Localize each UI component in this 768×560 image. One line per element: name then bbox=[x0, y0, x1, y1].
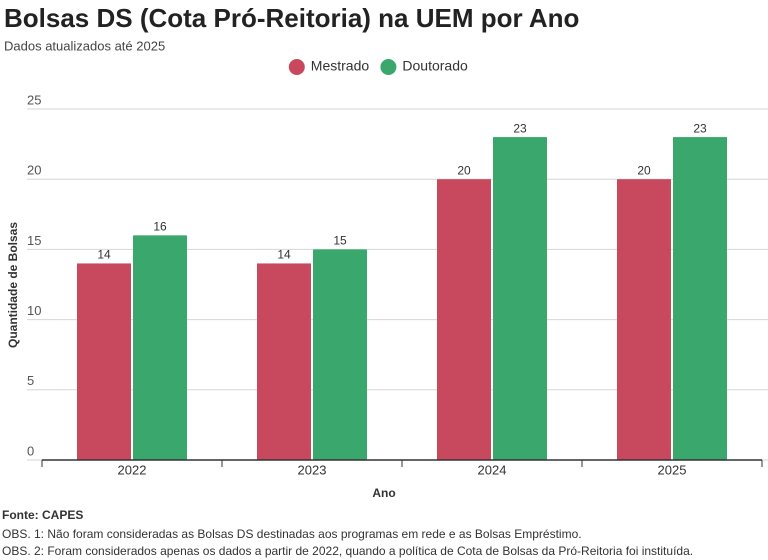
legend-swatch bbox=[380, 59, 397, 75]
value-label: 23 bbox=[693, 121, 707, 135]
value-label: 14 bbox=[97, 248, 111, 262]
bar bbox=[133, 235, 187, 460]
chart-title: Bolsas DS (Cota Pró-Reitoria) na UEM por… bbox=[4, 3, 579, 33]
value-label: 20 bbox=[637, 163, 651, 177]
value-label: 16 bbox=[153, 220, 167, 234]
x-axis-title: Ano bbox=[372, 486, 395, 500]
bar bbox=[617, 179, 671, 460]
x-tick-label: 2022 bbox=[118, 462, 147, 477]
value-label: 23 bbox=[513, 121, 527, 135]
source: Fonte: CAPES bbox=[2, 508, 83, 522]
x-tick-label: 2025 bbox=[658, 462, 687, 477]
y-tick-label: 0 bbox=[27, 443, 34, 458]
legend-swatch bbox=[288, 59, 305, 75]
value-label: 15 bbox=[333, 234, 347, 248]
chart-subtitle: Dados atualizados até 2025 bbox=[4, 38, 165, 53]
bar bbox=[493, 137, 547, 460]
y-tick-label: 20 bbox=[27, 163, 41, 178]
note: OBS. 1: Não foram consideradas as Bolsas… bbox=[2, 527, 582, 541]
y-tick-label: 15 bbox=[27, 233, 41, 248]
legend-label: Mestrado bbox=[311, 58, 370, 74]
bar bbox=[437, 179, 491, 460]
y-tick-label: 10 bbox=[27, 303, 41, 318]
bar bbox=[257, 263, 311, 460]
note: OBS. 2: Foram considerados apenas os dad… bbox=[2, 544, 693, 558]
y-tick-label: 5 bbox=[27, 373, 34, 388]
value-label: 20 bbox=[457, 163, 471, 177]
x-tick-label: 2023 bbox=[298, 462, 327, 477]
value-label: 14 bbox=[277, 248, 291, 262]
x-tick-label: 2024 bbox=[478, 462, 507, 477]
y-tick-label: 25 bbox=[27, 92, 41, 107]
bar bbox=[313, 249, 367, 460]
legend-label: Doutorado bbox=[402, 58, 468, 74]
bar bbox=[77, 263, 131, 460]
bar bbox=[673, 137, 727, 460]
y-axis-title: Quantidade de Bolsas bbox=[6, 222, 20, 348]
